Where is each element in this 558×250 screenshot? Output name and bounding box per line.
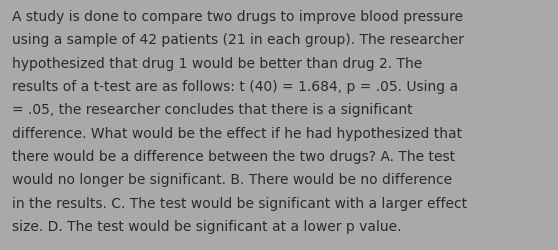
Text: difference. What would be the effect if he had hypothesized that: difference. What would be the effect if … <box>12 126 463 140</box>
Text: in the results. C. The test would be significant with a larger effect: in the results. C. The test would be sig… <box>12 196 468 210</box>
Text: results of a t-test are as follows: t (40) = 1.684, p = .05. Using a: results of a t-test are as follows: t (4… <box>12 80 459 94</box>
Text: there would be a difference between the two drugs? A. The test: there would be a difference between the … <box>12 150 455 164</box>
Text: hypothesized that drug 1 would be better than drug 2. The: hypothesized that drug 1 would be better… <box>12 56 422 70</box>
Text: would no longer be significant. B. There would be no difference: would no longer be significant. B. There… <box>12 173 453 187</box>
Text: A study is done to compare two drugs to improve blood pressure: A study is done to compare two drugs to … <box>12 10 463 24</box>
Text: using a sample of 42 patients (21 in each group). The researcher: using a sample of 42 patients (21 in eac… <box>12 33 464 47</box>
Text: = .05, the researcher concludes that there is a significant: = .05, the researcher concludes that the… <box>12 103 413 117</box>
Text: size. D. The test would be significant at a lower p value.: size. D. The test would be significant a… <box>12 219 402 233</box>
